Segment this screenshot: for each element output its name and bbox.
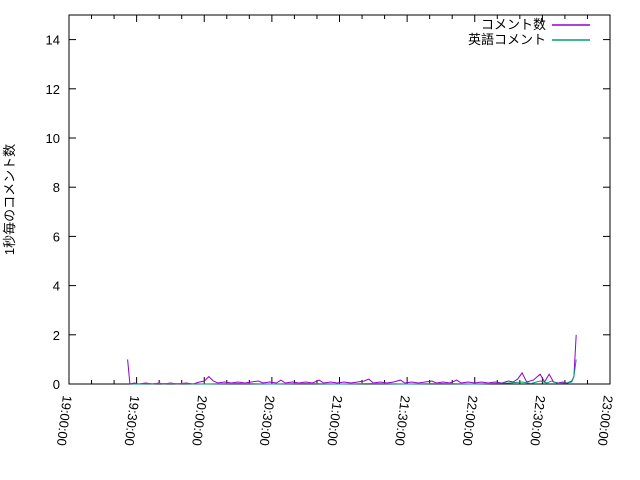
x-tick-label: 21:30:00 bbox=[392, 395, 413, 447]
plot-border bbox=[68, 14, 611, 385]
legend-entry-label: 英語コメント bbox=[468, 32, 546, 47]
y-tick-label: 10 bbox=[46, 131, 60, 146]
x-tick-label: 23:00:00 bbox=[595, 395, 616, 447]
x-tick-label: 20:00:00 bbox=[189, 395, 210, 447]
x-tick-label: 19:30:00 bbox=[121, 395, 142, 447]
y-axis-label: 1秒毎のコメント数 bbox=[2, 144, 17, 255]
y-tick-label: 14 bbox=[46, 33, 60, 48]
legend-entry-label: コメント数 bbox=[481, 17, 546, 32]
series-comments-line bbox=[127, 334, 577, 385]
series-english-comments-line bbox=[132, 359, 577, 385]
x-tick-label: 19:00:00 bbox=[54, 395, 75, 447]
y-tick-label: 0 bbox=[53, 377, 60, 392]
x-tick-label: 22:30:00 bbox=[527, 395, 548, 447]
y-tick-label: 4 bbox=[53, 279, 60, 294]
x-tick-label: 22:00:00 bbox=[460, 395, 481, 447]
y-tick-label: 8 bbox=[53, 180, 60, 195]
y-tick-label: 6 bbox=[53, 229, 60, 244]
x-tick-label: 20:30:00 bbox=[257, 395, 278, 447]
y-tick-label: 2 bbox=[53, 328, 60, 343]
x-tick-label: 21:00:00 bbox=[324, 395, 345, 447]
y-tick-label: 12 bbox=[46, 82, 60, 97]
